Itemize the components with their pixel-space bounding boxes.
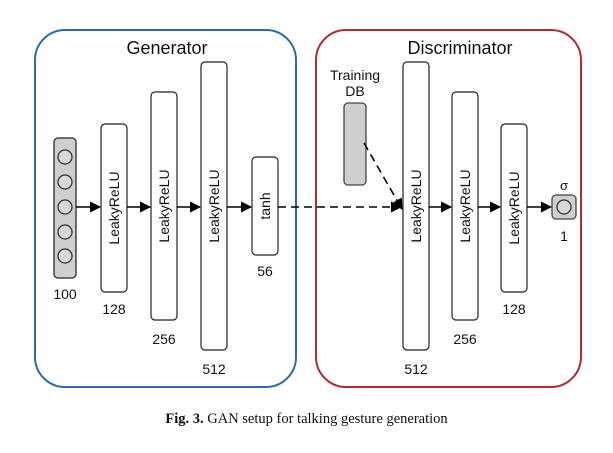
generator-border: [34, 29, 297, 388]
input-node: [57, 248, 73, 264]
caption-prefix: Fig. 3.: [165, 411, 204, 427]
input-node: [57, 174, 73, 190]
generator-layer-3-label: LeakyReLU: [206, 169, 222, 242]
input-node: [57, 199, 73, 215]
generator-layer-3-size: 512: [202, 361, 226, 377]
gan-diagram: Generator 100 LeakyReLU 128 LeakyReLU 25…: [34, 29, 582, 388]
discriminator-layer-1-label: LeakyReLU: [408, 169, 424, 242]
figure-caption: Fig. 3. GAN setup for talking gesture ge…: [0, 411, 613, 428]
discriminator-title: Discriminator: [407, 38, 512, 58]
generator-output-label: tanh: [257, 192, 273, 219]
caption-text: GAN setup for talking gesture generation: [207, 411, 448, 427]
generator-layer-1-label: LeakyReLU: [106, 171, 122, 244]
input-node: [57, 149, 73, 165]
output-node: [556, 199, 572, 215]
generator-output-size: 56: [257, 263, 273, 279]
discriminator-layer-1-size: 512: [404, 361, 428, 377]
input-node: [57, 224, 73, 240]
generator-layer-2-size: 256: [152, 331, 176, 347]
generator-panel: Generator 100 LeakyReLU 128 LeakyReLU 25…: [34, 29, 297, 388]
discriminator-layer-1: [402, 61, 430, 351]
discriminator-panel: Discriminator Training DB LeakyReLU 512 …: [315, 29, 582, 388]
discriminator-layer-3-label: LeakyReLU: [506, 171, 522, 244]
output-activation-label: σ: [560, 178, 568, 193]
training-db-label-line2: DB: [345, 83, 364, 99]
generator-layer-1-size: 128: [102, 301, 126, 317]
generator-title: Generator: [126, 38, 207, 58]
discriminator-layer-2-size: 256: [453, 331, 477, 347]
training-db-box: [343, 102, 367, 186]
input-vector: [53, 137, 77, 279]
input-size-label: 100: [53, 286, 77, 302]
discriminator-border: [315, 29, 582, 388]
discriminator-layer-3-size: 128: [502, 301, 526, 317]
generator-layer-2-label: LeakyReLU: [156, 169, 172, 242]
training-db-label-line1: Training: [330, 67, 380, 83]
training-db-arrow: [363, 142, 403, 210]
discriminator-layer-2-label: LeakyReLU: [457, 169, 473, 242]
output-size-label: 1: [560, 228, 568, 244]
